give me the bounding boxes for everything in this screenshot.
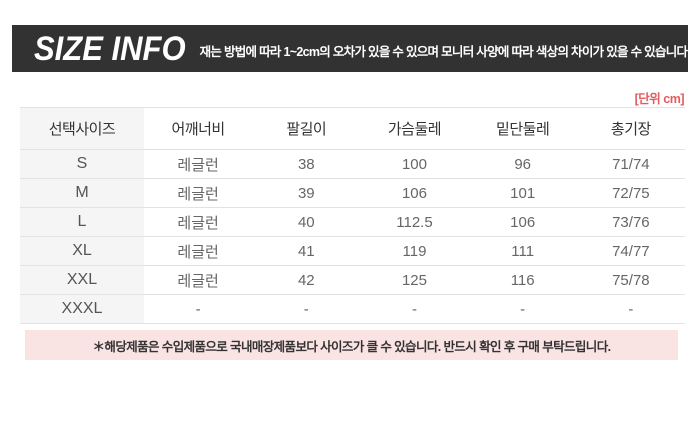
table-row: S 레글런 38 100 96 71/74	[20, 149, 685, 179]
size-cell: S	[20, 149, 144, 179]
size-info-subtitle: 재는 방법에 따라 1~2cm의 오차가 있을 수 있으며 모니터 사양에 따라…	[199, 45, 691, 59]
length-cell: 72/75	[576, 178, 685, 208]
import-notice-bar: ＊해당제품은 수입제품으로 국내매장제품보다 사이즈가 클 수 있습니다. 반드…	[25, 330, 678, 360]
shoulder-cell: 레글런	[144, 149, 253, 179]
hem-cell: 106	[468, 207, 577, 237]
column-header-chest: 가슴둘레	[360, 107, 469, 150]
size-cell: XXL	[20, 265, 144, 295]
table-row: M 레글런 39 106 101 72/75	[20, 178, 685, 208]
size-table: 선택사이즈 어깨너비 팔길이 가슴둘레 밑단둘레 총기장 S 레글런 38 10…	[20, 107, 685, 324]
size-cell: XL	[20, 236, 144, 266]
sleeve-cell: 41	[252, 236, 361, 266]
column-header-length: 총기장	[576, 107, 685, 150]
table-header-row: 선택사이즈 어깨너비 팔길이 가슴둘레 밑단둘레 총기장	[20, 107, 685, 150]
size-cell: L	[20, 207, 144, 237]
length-cell: 74/77	[576, 236, 685, 266]
sleeve-cell: 38	[252, 149, 361, 179]
table-row: L 레글런 40 112.5 106 73/76	[20, 207, 685, 237]
hem-cell: 111	[468, 236, 577, 266]
column-header-shoulder: 어깨너비	[144, 107, 253, 150]
hem-cell: 96	[468, 149, 577, 179]
hem-cell: -	[468, 294, 577, 324]
chest-cell: 106	[360, 178, 469, 208]
shoulder-cell: 레글런	[144, 207, 253, 237]
size-cell: XXXL	[20, 294, 144, 324]
size-cell: M	[20, 178, 144, 208]
unit-row: [단위 cm]	[0, 88, 685, 106]
column-header-sleeve: 팔길이	[252, 107, 361, 150]
table-row: XXL 레글런 42 125 116 75/78	[20, 265, 685, 295]
size-info-title: SIZE INFO	[34, 28, 186, 68]
column-header-size: 선택사이즈	[20, 107, 144, 150]
import-notice-text: ＊해당제품은 수입제품으로 국내매장제품보다 사이즈가 클 수 있습니다. 반드…	[92, 339, 612, 354]
unit-label: [단위 cm]	[634, 92, 685, 106]
column-header-hem: 밑단둘레	[468, 107, 577, 150]
table-row: XL 레글런 41 119 111 74/77	[20, 236, 685, 266]
chest-cell: -	[360, 294, 469, 324]
sleeve-cell: 39	[252, 178, 361, 208]
hem-cell: 116	[468, 265, 577, 295]
sleeve-cell: 40	[252, 207, 361, 237]
shoulder-cell: 레글런	[144, 236, 253, 266]
table-row: XXXL - - - - -	[20, 294, 685, 324]
sleeve-cell: 42	[252, 265, 361, 295]
chest-cell: 112.5	[360, 207, 469, 237]
shoulder-cell: 레글런	[144, 265, 253, 295]
sleeve-cell: -	[252, 294, 361, 324]
length-cell: -	[576, 294, 685, 324]
hem-cell: 101	[468, 178, 577, 208]
shoulder-cell: 레글런	[144, 178, 253, 208]
length-cell: 71/74	[576, 149, 685, 179]
chest-cell: 119	[360, 236, 469, 266]
shoulder-cell: -	[144, 294, 253, 324]
length-cell: 75/78	[576, 265, 685, 295]
size-info-header-bar: SIZE INFO 재는 방법에 따라 1~2cm의 오차가 있을 수 있으며 …	[12, 25, 691, 72]
chest-cell: 125	[360, 265, 469, 295]
length-cell: 73/76	[576, 207, 685, 237]
chest-cell: 100	[360, 149, 469, 179]
